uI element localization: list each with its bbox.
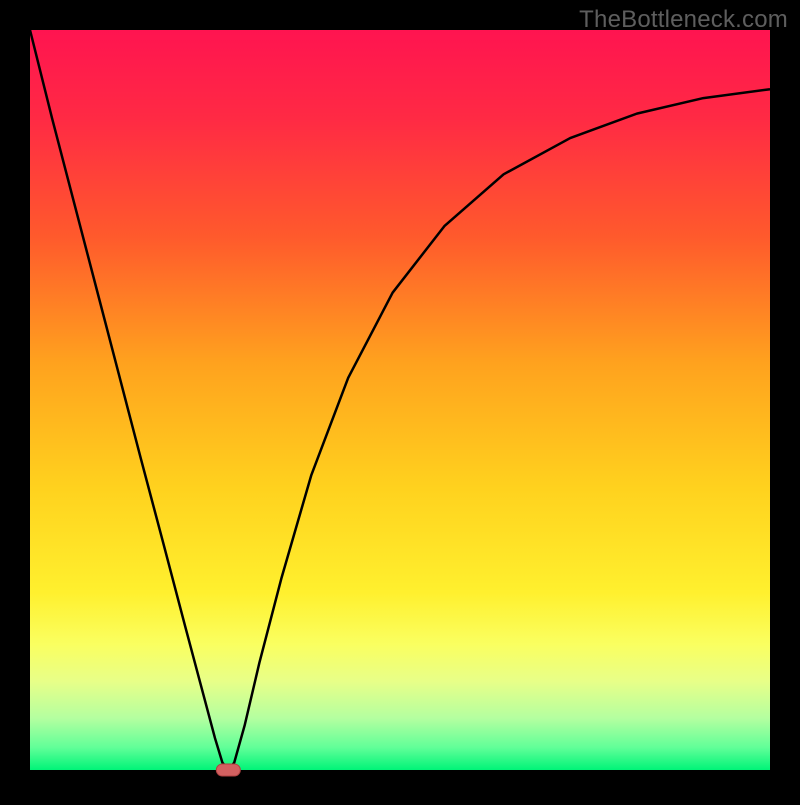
attribution-label: TheBottleneck.com <box>579 6 788 34</box>
bottleneck-chart <box>0 0 800 800</box>
minimum-marker <box>216 764 240 776</box>
chart-background <box>30 30 770 770</box>
